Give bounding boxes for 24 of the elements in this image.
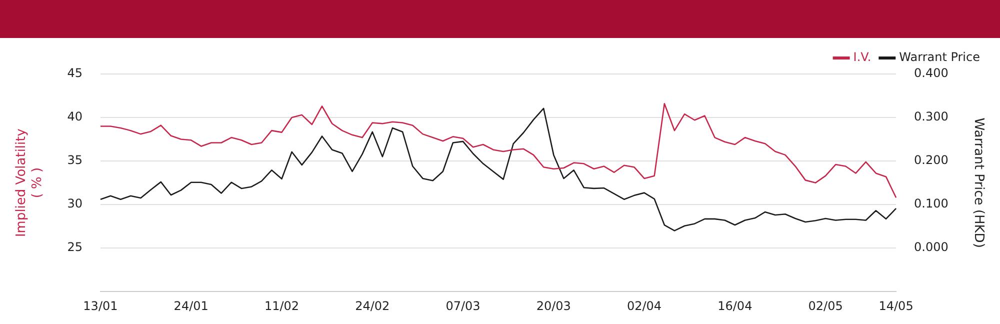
x-tick-label: 02/04 (626, 298, 662, 313)
y2-axis-title: Warrant Price (HKD) (970, 118, 986, 248)
y-tick-label: 40 (67, 110, 82, 124)
x-tick-label: 02/05 (808, 298, 843, 313)
y2-tick-label: 0.100 (914, 196, 948, 211)
y-tick-label: 25 (67, 240, 82, 254)
y2-tick-label: 0.000 (914, 240, 948, 254)
y-tick-label: 30 (67, 196, 82, 211)
legend-label: Warrant Price (899, 50, 980, 64)
x-tick-label: 24/01 (174, 298, 208, 313)
y-tick-label: 45 (67, 66, 82, 80)
y2-tick-label: 0.400 (914, 66, 948, 80)
y-axis-title: Implied Volatility ( % ) (14, 128, 45, 238)
x-tick-label: 24/02 (355, 298, 390, 313)
x-tick-label: 11/02 (264, 298, 300, 313)
y2-tick-label: 0.200 (914, 153, 948, 168)
legend-label: I.V. (853, 50, 872, 64)
x-tick-label: 13/01 (83, 298, 118, 313)
x-tick-label: 07/03 (446, 298, 480, 313)
y2-tick-label: 0.300 (914, 110, 948, 124)
x-tick-label: 20/03 (536, 298, 571, 313)
x-tick-label: 16/04 (718, 298, 752, 313)
y-tick-label: 35 (67, 153, 82, 168)
x-tick-label: 14/05 (878, 298, 914, 313)
